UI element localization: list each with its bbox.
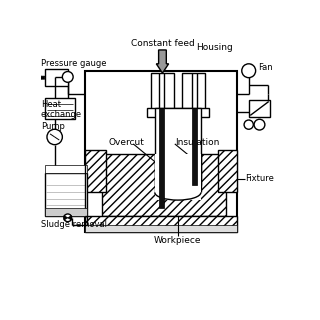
Text: Heat
exchange: Heat exchange [41,100,82,119]
Text: Constant feed: Constant feed [131,39,194,48]
Circle shape [242,64,256,78]
Polygon shape [68,215,72,220]
Text: Fan: Fan [258,63,273,72]
Circle shape [244,120,253,129]
Bar [102,154,226,215]
Bar [192,108,197,185]
Text: Sludge removal: Sludge removal [41,220,107,229]
Circle shape [47,129,62,145]
Bar [218,150,237,192]
Circle shape [62,71,73,82]
Bar [159,108,164,208]
Polygon shape [64,215,68,220]
Bar [45,98,76,119]
Text: Pressure gauge: Pressure gauge [41,59,106,68]
Text: Overcut: Overcut [108,138,144,147]
Bar [85,215,237,232]
Bar [45,69,68,86]
Bar [147,108,209,117]
FancyArrow shape [38,75,45,80]
Bar [151,73,174,116]
FancyArrow shape [156,50,169,73]
Bar [155,108,201,185]
Bar [182,73,205,116]
Bar [85,71,237,232]
Text: Housing: Housing [196,43,233,52]
Bar [155,154,201,200]
Text: Fixture: Fixture [246,174,275,183]
Bar [45,173,87,215]
Bar [85,225,237,232]
Bar [249,100,270,117]
Circle shape [64,214,72,222]
Circle shape [254,119,265,130]
Bar [45,208,87,215]
Text: Workpiece: Workpiece [154,236,202,245]
Bar [85,150,106,192]
Text: Pump: Pump [41,123,65,132]
Bar [45,165,87,173]
Text: Insulation: Insulation [176,138,220,147]
